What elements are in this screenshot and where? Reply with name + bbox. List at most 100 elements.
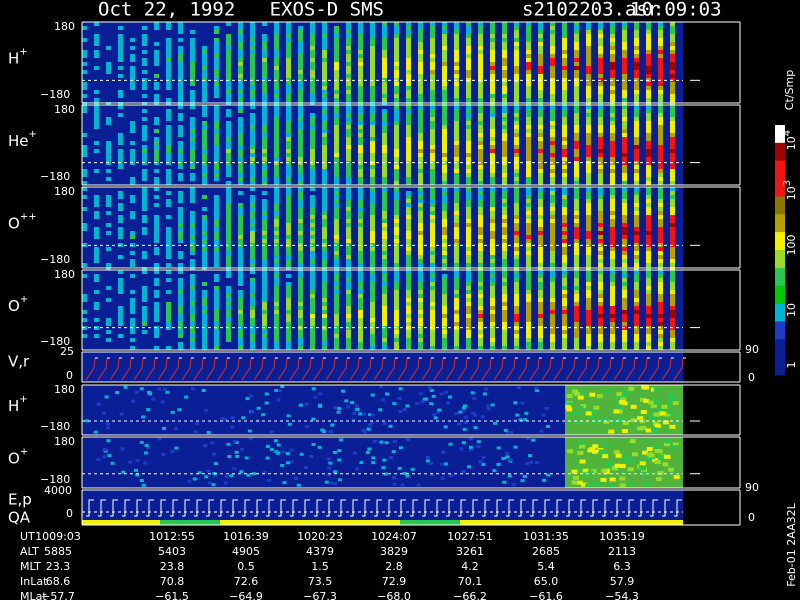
- spectrogram-cell: [202, 121, 207, 125]
- spectrogram-cell: [250, 259, 255, 263]
- ion: O: [8, 449, 20, 467]
- spectrogram-cell: [562, 346, 567, 350]
- spectrogram-cell: [610, 195, 615, 199]
- spectrogram-cell: [250, 137, 255, 141]
- spectrogram-cell: [370, 141, 375, 145]
- ep-trace: [338, 499, 346, 517]
- spectrogram-cell: [658, 203, 663, 207]
- spectrogram-cell: [178, 270, 183, 274]
- spectrogram-cell: [358, 294, 363, 298]
- spectrogram-cell: [418, 247, 423, 251]
- spectrogram-cell: [430, 334, 435, 338]
- spectrogram-cell: [370, 121, 375, 125]
- spectrogram-cell: [466, 334, 471, 338]
- spectrogram-cell: [610, 211, 615, 215]
- spectrogram-cell: [370, 46, 375, 50]
- spectrogram-cell: [310, 314, 315, 318]
- spectrogram-cell: [574, 211, 579, 215]
- spectrogram-cell: [334, 306, 339, 310]
- spectrogram-cell: [442, 66, 447, 70]
- spectrogram-cell: [82, 223, 87, 227]
- spectrogram-cell: [610, 62, 615, 66]
- spectrogram-cell: [177, 408, 182, 412]
- spectrogram-cell: [550, 153, 555, 157]
- vr-trace: [577, 357, 588, 381]
- spectrogram-cell: [634, 98, 639, 102]
- spectrogram-cell: [622, 338, 627, 342]
- spectrogram-cell: [286, 298, 291, 302]
- spectrogram-cell: [166, 322, 171, 326]
- spectrogram-cell: [118, 165, 123, 169]
- spectrogram-cell: [214, 286, 219, 290]
- vr-trace: [133, 357, 144, 381]
- spectrogram-cell: [139, 479, 144, 483]
- spectrogram-cell: [202, 318, 207, 322]
- spectrogram-cell: [334, 34, 339, 38]
- spectrogram-cell: [658, 223, 663, 227]
- spectrogram-cell: [628, 386, 635, 391]
- spectrogram-cell: [526, 102, 531, 106]
- spectrogram-cell: [538, 98, 543, 102]
- spectrogram-cell: [346, 98, 351, 102]
- spectrogram-cell: [286, 66, 291, 70]
- spectrogram-cell: [178, 318, 183, 322]
- vr-trace: [589, 357, 600, 381]
- spectrogram-cell: [238, 211, 243, 215]
- spectrogram-cell: [286, 165, 291, 169]
- spectrogram-cell: [235, 454, 240, 458]
- spectrogram-cell: [166, 247, 171, 251]
- spectrogram-cell: [202, 46, 207, 50]
- right-label: 90: [745, 343, 759, 356]
- spectrogram-cell: [406, 195, 411, 199]
- spectrogram-cell: [178, 157, 183, 161]
- spectrogram-cell: [646, 187, 651, 191]
- spectrogram-cell: [190, 239, 195, 243]
- spectrogram-cell: [322, 247, 327, 251]
- spectrogram-cell: [118, 149, 123, 153]
- spectrogram-cell: [298, 270, 303, 274]
- spectrogram-cell: [442, 211, 447, 215]
- spectrogram-cell: [442, 177, 447, 181]
- spectrogram-cell: [382, 94, 387, 98]
- spectrogram-cell: [598, 255, 603, 259]
- spectrogram-cell: [154, 334, 159, 338]
- spectrogram-cell: [311, 442, 316, 446]
- spectrogram-cell: [238, 247, 243, 251]
- spectrogram-cell: [562, 286, 567, 290]
- spectrogram-cell: [454, 153, 459, 157]
- spectrogram-cell: [142, 58, 147, 62]
- spectrogram-cell: [622, 278, 627, 282]
- spectrogram-cell: [394, 54, 399, 58]
- spectrogram-cell: [418, 255, 423, 259]
- spectrogram-cell: [299, 452, 304, 456]
- spectrogram-cell: [226, 239, 231, 243]
- spectrogram-cell: [214, 223, 219, 227]
- spectrogram-cell: [250, 346, 255, 350]
- spectrogram-cell: [478, 203, 483, 207]
- spectrogram-cell: [490, 133, 495, 137]
- spectrogram-cell: [286, 30, 291, 34]
- spectrogram-cell: [406, 294, 411, 298]
- spectrogram-cell: [106, 223, 111, 227]
- spectrogram-cell: [394, 109, 399, 113]
- spectrogram-cell: [96, 402, 101, 406]
- spectrogram-cell: [118, 153, 123, 157]
- spectrogram-cell: [634, 235, 639, 239]
- spectrogram-cell: [622, 298, 627, 302]
- spectrogram-cell: [226, 82, 231, 86]
- spectrogram-cell: [562, 302, 567, 306]
- spectrogram-cell: [190, 90, 195, 94]
- spectrogram-cell: [648, 453, 655, 458]
- spectrogram-cell: [298, 306, 303, 310]
- vr-trace: [637, 357, 648, 381]
- spectrogram-cell: [406, 330, 411, 334]
- spectrogram-cell: [634, 145, 639, 149]
- spectrogram-cell: [358, 153, 363, 157]
- spectrogram-cell: [178, 195, 183, 199]
- spectrogram-cell: [430, 46, 435, 50]
- spectrogram-cell: [334, 125, 339, 129]
- spectrogram-cell: [579, 459, 586, 464]
- spectrogram-cell: [562, 181, 567, 185]
- spectrogram-cell: [262, 346, 267, 350]
